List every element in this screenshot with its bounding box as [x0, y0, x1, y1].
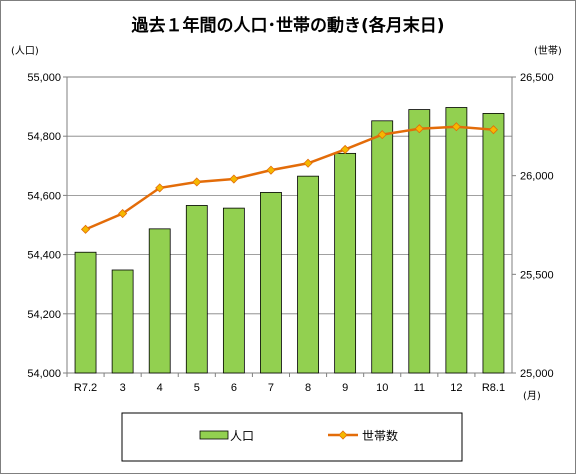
x-tick-label-7: 9 [342, 382, 348, 394]
bar-5 [260, 192, 282, 374]
bar-1 [111, 269, 134, 374]
bar-9 [408, 109, 431, 374]
x-tick-label-3: 5 [194, 382, 200, 394]
households-point-1 [118, 208, 128, 219]
x-tick-label-1: 3 [120, 382, 126, 394]
legend-swatch-population [199, 430, 229, 440]
left-tick-label-3: 54,600 [27, 190, 61, 202]
right-tick-label-2: 26,000 [520, 171, 554, 183]
x-tick-label-8: 10 [376, 382, 388, 394]
bar-3 [185, 205, 208, 374]
bar-6 [297, 175, 319, 374]
x-tick-label-2: 4 [157, 382, 163, 394]
right-axis-unit: (世帯) [534, 44, 562, 57]
households-point-11 [488, 125, 499, 135]
grid-lines [67, 135, 512, 315]
left-tick-label-1: 54,200 [27, 309, 61, 321]
x-tick-label-5: 7 [268, 382, 274, 394]
households-point-8 [377, 130, 387, 140]
households-line [85, 125, 494, 231]
households-point-9 [414, 124, 424, 134]
bar-10 [445, 107, 468, 374]
plot-area [66, 76, 513, 374]
x-tick-label-10: 12 [450, 382, 462, 394]
households-point-10 [451, 122, 461, 132]
households-point-6 [303, 158, 313, 168]
left-tick-label-2: 54,400 [27, 250, 61, 262]
x-tick-label-0: R7.2 [74, 382, 97, 394]
households-point-2 [155, 183, 165, 193]
left-tick-label-5: 55,000 [27, 72, 61, 84]
left-axis-ticks: 54,000 54,200 54,400 54,600 54,800 55,000 [27, 72, 67, 380]
bar-series [74, 107, 505, 374]
x-tick-label-4: 6 [231, 382, 237, 394]
bar-8 [371, 120, 394, 374]
households-point-5 [266, 165, 276, 175]
bar-0 [74, 251, 97, 374]
right-tick-label-0: 25,000 [520, 368, 554, 380]
left-tick-label-4: 54,800 [27, 131, 61, 143]
line-series [80, 122, 499, 234]
x-axis-ticks: R7.2 3 4 5 6 7 8 9 10 11 12 R8.1 [66, 373, 505, 394]
left-axis-unit: (人口) [11, 45, 39, 57]
households-point-3 [192, 177, 202, 187]
right-axis-ticks: 25,000 25,500 26,000 26,500 [512, 72, 554, 380]
bar-11 [482, 113, 505, 374]
legend-label-population: 人口 [230, 429, 254, 443]
right-tick-label-3: 26,500 [520, 72, 554, 84]
households-point-0 [80, 224, 91, 234]
bar-4 [222, 207, 245, 374]
left-tick-label-0: 54,000 [27, 368, 61, 380]
households-point-7 [340, 144, 350, 154]
bar-2 [148, 228, 171, 374]
x-tick-label-11: R8.1 [482, 382, 505, 394]
x-tick-label-6: 8 [305, 382, 311, 394]
right-tick-label-1: 25,500 [520, 269, 554, 281]
chart-title: 過去１年間の人口･世帯の動き(各月末日) [131, 15, 444, 36]
households-point-4 [229, 174, 239, 184]
legend-swatch-households-marker [338, 430, 348, 440]
x-tick-label-9: 11 [414, 382, 425, 394]
legend-label-households: 世帯数 [362, 428, 398, 443]
bar-7 [334, 152, 357, 374]
legend-box [121, 412, 463, 462]
x-axis-unit: (月) [523, 390, 541, 402]
